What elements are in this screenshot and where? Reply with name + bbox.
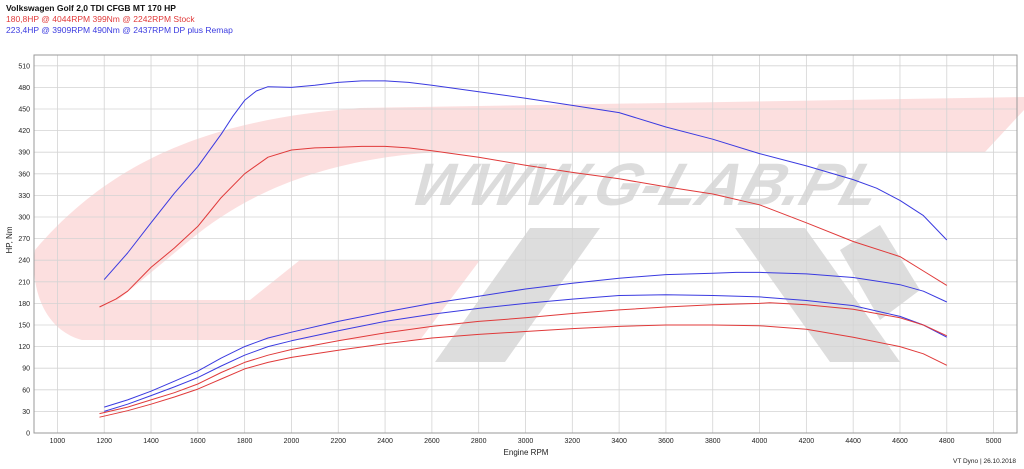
watermark-grey-shape-1 — [435, 228, 600, 362]
stock-label: Stock — [173, 14, 195, 24]
series-stock-power — [99, 302, 948, 415]
y-axis-label: HP, Nm — [5, 226, 14, 253]
y-tick-label: 0 — [26, 431, 30, 438]
remap-label: DP plus Remap — [173, 25, 233, 35]
x-tick-label: 2600 — [424, 438, 440, 445]
x-tick-label: 3600 — [658, 438, 674, 445]
grid — [34, 55, 1017, 434]
series-stock-torque — [99, 145, 948, 308]
series-remap-wheel_power — [104, 294, 948, 412]
x-tick-label: 2000 — [284, 438, 300, 445]
series-remap-power — [104, 271, 948, 408]
series-lines — [99, 80, 948, 418]
y-tick-label: 60 — [22, 387, 30, 394]
x-tick-label: 1800 — [237, 438, 253, 445]
y-tick-label: 240 — [18, 258, 30, 265]
y-tick-label: 90 — [22, 366, 30, 373]
x-tick-label: 1000 — [50, 438, 66, 445]
y-tick-label: 510 — [18, 63, 30, 70]
x-tick-label: 1200 — [96, 438, 112, 445]
y-tick-label: 420 — [18, 128, 30, 135]
x-axis-label: Engine RPM — [504, 448, 549, 457]
y-tick-label: 30 — [22, 409, 30, 416]
stock-hp: 180,8HP @ — [6, 14, 50, 24]
x-tick-label: 5000 — [986, 438, 1002, 445]
x-tick-label: 4400 — [845, 438, 861, 445]
y-tick-label: 300 — [18, 215, 30, 222]
legend-stock: 180,8HP @ 4044RPM 399Nm @ 2242RPM Stock — [6, 14, 233, 25]
watermark-red-swoosh — [34, 97, 1024, 340]
remap-nm: 490Nm @ 2437RPM — [92, 25, 172, 35]
series-stock-wheel_power — [99, 324, 948, 418]
remap-hp-rpm: 3909RPM — [52, 25, 91, 35]
y-axis-ticks: 0 30 60 90 120 150 180 210 240 270 300 330 360 390 420… — [18, 63, 30, 437]
y-tick-label: 450 — [18, 107, 30, 114]
watermark-text: WWW.G-LAB.PL — [403, 151, 890, 218]
plot-frame — [33, 54, 1018, 434]
x-tick-label: 4200 — [799, 438, 815, 445]
x-tick-label: 2800 — [471, 438, 487, 445]
watermark: WWW.G-LAB.PL — [34, 97, 1024, 362]
y-tick-label: 330 — [18, 193, 30, 200]
x-tick-label: 4800 — [939, 438, 955, 445]
chart-title: Volkswagen Golf 2,0 TDI CFGB MT 170 HP — [6, 3, 176, 13]
remap-hp: 223,4HP @ — [6, 25, 50, 35]
x-tick-label: 1400 — [143, 438, 159, 445]
x-tick-label: 3000 — [518, 438, 534, 445]
legend: Volkswagen Golf 2,0 TDI CFGB MT 170 HP 1… — [6, 3, 233, 36]
y-tick-label: 120 — [18, 344, 30, 351]
x-tick-label: 1600 — [190, 438, 206, 445]
legend-remap: 223,4HP @ 3909RPM 490Nm @ 2437RPM DP plu… — [6, 25, 233, 36]
x-tick-label: 4600 — [892, 438, 908, 445]
stock-hp-rpm: 4044RPM — [52, 14, 91, 24]
y-tick-label: 480 — [18, 85, 30, 92]
y-tick-label: 210 — [18, 279, 30, 286]
footer: VT Dyno | 26.10.2018 — [952, 458, 1016, 465]
y-tick-label: 150 — [18, 323, 30, 330]
x-tick-label: 3800 — [705, 438, 721, 445]
y-tick-label: 390 — [18, 150, 30, 157]
x-tick-label: 4000 — [752, 438, 768, 445]
series-remap-torque — [103, 80, 948, 280]
x-tick-label: 3400 — [611, 438, 627, 445]
y-tick-label: 360 — [18, 171, 30, 178]
x-tick-label: 3200 — [565, 438, 581, 445]
y-tick-label: 270 — [18, 236, 30, 243]
watermark-grey-shape-2 — [735, 228, 900, 362]
x-axis-ticks: 1000 1200 1400 1600 1800 2000 2200 2400 2600 2800… — [50, 438, 1002, 445]
x-tick-label: 2200 — [330, 438, 346, 445]
y-tick-label: 180 — [18, 301, 30, 308]
stock-nm: 399Nm @ 2242RPM — [92, 14, 172, 24]
x-tick-label: 2400 — [377, 438, 393, 445]
